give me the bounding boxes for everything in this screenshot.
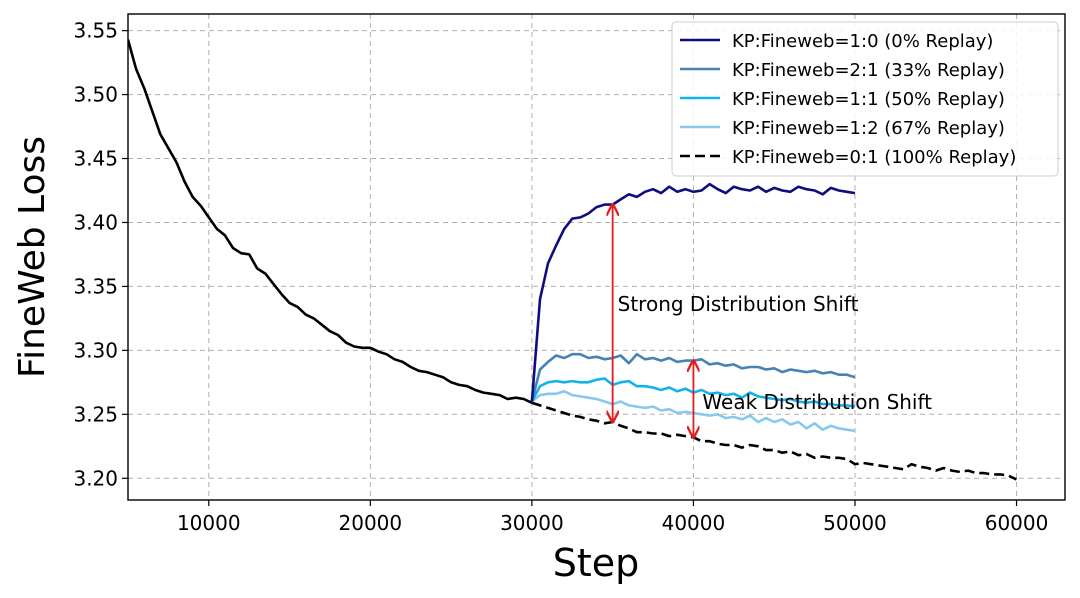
series-line-pretraining [128,39,533,404]
y-tick-label: 3.25 [73,402,118,426]
x-tick-label: 60000 [985,511,1049,535]
y-tick-label: 3.45 [73,147,118,171]
y-tick-label: 3.40 [73,210,118,234]
y-axis-label: FineWeb Loss [12,136,53,378]
legend-label: KP:Fineweb=1:1 (50% Replay) [732,89,1005,110]
ticks: 10000 20000 30000 40000 50000 60000 3.20 3.25 3.… [73,19,1048,535]
y-tick-label: 3.20 [73,466,118,490]
x-axis-label: Step [553,541,640,585]
annotation-label: Weak Distribution Shift [702,390,932,414]
x-tick-label: 50000 [823,511,887,535]
y-tick-label: 3.35 [73,274,118,298]
y-tick-label: 3.50 [73,83,118,107]
annotation-label: Strong Distribution Shift [618,292,859,316]
legend: KP:Fineweb=1:0 (0% Replay) KP:Fineweb=2:1… [671,21,1059,177]
legend-label: KP:Fineweb=2:1 (33% Replay) [732,60,1005,81]
legend-label: KP:Fineweb=1:0 (0% Replay) [732,31,993,52]
legend-label: KP:Fineweb=0:1 (100% Replay) [732,147,1016,168]
x-tick-label: 30000 [500,511,564,535]
series-line-4 [531,401,1018,481]
y-tick-label: 3.55 [73,19,118,43]
series-line-0 [530,182,856,402]
x-tick-label: 40000 [662,511,726,535]
x-tick-label: 20000 [339,511,403,535]
x-tick-label: 10000 [177,511,241,535]
legend-label: KP:Fineweb=1:2 (67% Replay) [732,118,1005,139]
plot-frame [127,13,1066,501]
legend-box [671,21,1059,177]
y-tick-label: 3.30 [73,338,118,362]
annotations: Strong Distribution Shift Weak Distributi… [613,205,932,438]
